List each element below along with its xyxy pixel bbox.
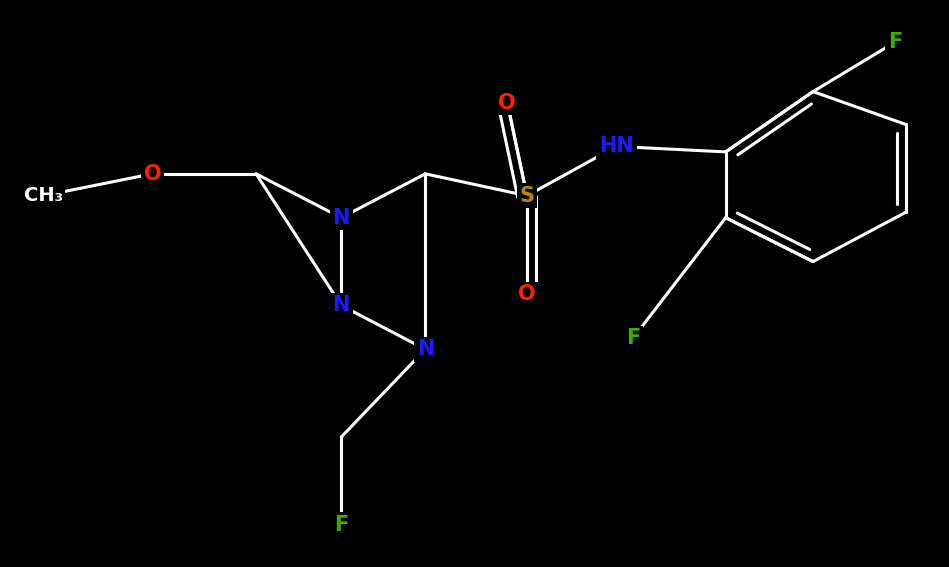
Text: F: F: [888, 32, 902, 52]
Text: O: O: [143, 164, 161, 184]
Text: O: O: [518, 285, 536, 304]
Text: F: F: [625, 328, 640, 348]
Text: F: F: [334, 515, 348, 535]
Text: S: S: [519, 186, 534, 206]
Text: CH₃: CH₃: [24, 187, 63, 205]
Text: N: N: [332, 208, 350, 228]
Text: N: N: [417, 339, 434, 359]
Text: O: O: [498, 92, 516, 112]
Text: N: N: [332, 295, 350, 315]
Text: HN: HN: [599, 137, 634, 156]
